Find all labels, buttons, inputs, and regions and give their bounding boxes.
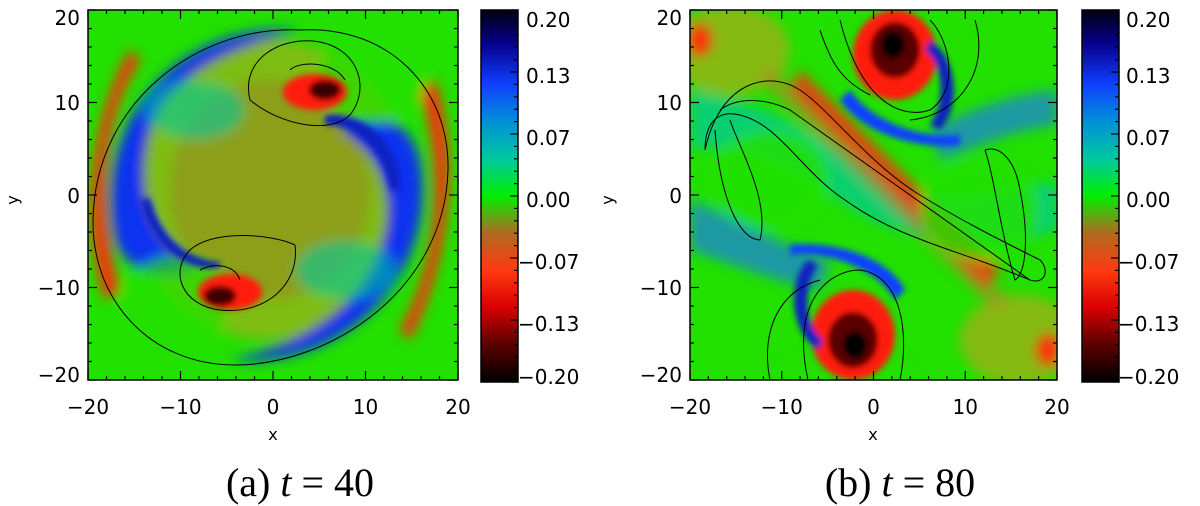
y-axis-label: y — [598, 195, 617, 204]
y-tick-label: 10 — [55, 91, 80, 115]
colorbar-tick-label: 0.20 — [526, 8, 571, 32]
x-tick-label: 0 — [867, 395, 880, 419]
heatmap-b — [690, 10, 1057, 380]
x-tick-label: −10 — [761, 395, 803, 419]
caption-b: (b) t = 80 — [825, 460, 975, 505]
x-tick-label: 20 — [445, 395, 470, 419]
colorbar-tick-label: −0.20 — [518, 365, 579, 389]
x-tick-label: 10 — [953, 395, 978, 419]
y-tick-label: 0 — [67, 184, 80, 208]
y-tick-label: 20 — [55, 6, 80, 30]
colorbar-tick-label: 0.13 — [1126, 64, 1171, 88]
x-tick-label: 10 — [353, 395, 378, 419]
y-tick-label: −20 — [640, 363, 682, 387]
x-tick-label: −20 — [67, 395, 109, 419]
colorbar-ticks-b — [1111, 9, 1119, 383]
y-tick-label: −10 — [640, 276, 682, 300]
colorbar-tick-label: 0.07 — [1126, 126, 1171, 150]
contours-a — [92, 29, 449, 366]
panel-a: −20 −10 0 10 20 20 10 0 −10 −20 x y 0.20… — [3, 6, 579, 505]
colorbar-tick-label: 0.00 — [526, 188, 571, 212]
y-tick-label: 20 — [657, 6, 682, 30]
x-axis-label: x — [868, 425, 877, 444]
y-axis-label: y — [3, 195, 22, 204]
y-tick-label: −10 — [38, 276, 80, 300]
colorbar-tick-label: 0.00 — [1126, 188, 1171, 212]
ticks-a — [87, 9, 459, 381]
colorbar-tick-label: −0.13 — [518, 312, 579, 336]
colorbar-tick-label: 0.07 — [526, 126, 571, 150]
colorbar-tick-label: −0.07 — [1118, 250, 1179, 274]
y-tick-label: −20 — [38, 363, 80, 387]
x-tick-label: −10 — [159, 395, 201, 419]
caption-a: (a) t = 40 — [226, 460, 374, 505]
colorbar-tick-label: −0.20 — [1118, 365, 1179, 389]
colorbar-tick-label: −0.07 — [518, 250, 579, 274]
colorbar-tick-label: 0.13 — [526, 64, 571, 88]
colorbar-tick-label: −0.13 — [1118, 312, 1179, 336]
y-tick-label: 10 — [657, 91, 682, 115]
contours-b — [704, 19, 1046, 380]
colorbar-tick-label: 0.20 — [1126, 8, 1171, 32]
y-tick-label: 0 — [669, 184, 682, 208]
colorbar-ticks-a — [510, 9, 518, 383]
x-tick-label: −20 — [669, 395, 711, 419]
panel-b: −20 −10 0 10 20 20 10 0 −10 −20 x y 0.20… — [598, 6, 1179, 505]
x-tick-label: 0 — [267, 395, 280, 419]
x-tick-label: 20 — [1044, 395, 1069, 419]
x-axis-label: x — [268, 425, 277, 444]
ticks-b — [689, 9, 1058, 381]
heatmap-a — [88, 10, 458, 380]
